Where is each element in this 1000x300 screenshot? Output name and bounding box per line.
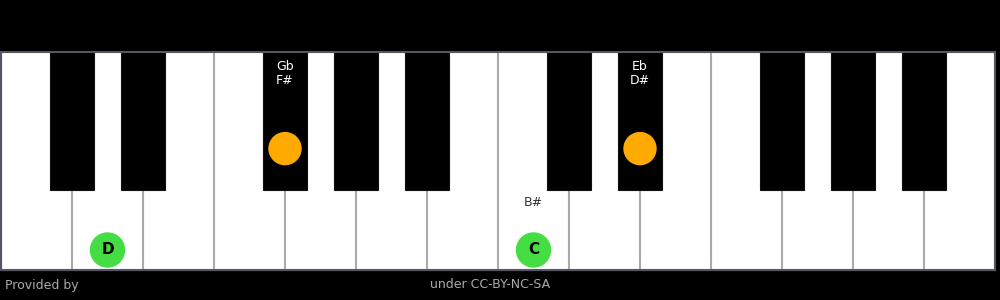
Bar xyxy=(1,52,995,270)
Text: D: D xyxy=(101,242,114,257)
Circle shape xyxy=(624,133,656,165)
Bar xyxy=(924,52,994,270)
Bar xyxy=(143,52,213,270)
Text: Gb: Gb xyxy=(276,59,294,73)
Bar xyxy=(0,0,1000,52)
Bar xyxy=(902,52,946,190)
Bar xyxy=(547,52,591,190)
Text: Eb: Eb xyxy=(632,59,648,73)
Bar xyxy=(285,52,355,270)
Circle shape xyxy=(269,133,301,165)
Text: C: C xyxy=(528,242,539,257)
Bar xyxy=(405,52,449,190)
Bar xyxy=(263,52,307,190)
Text: under CC-BY-NC-SA: under CC-BY-NC-SA xyxy=(430,278,550,292)
Bar xyxy=(214,52,284,270)
Bar xyxy=(334,52,378,190)
Bar xyxy=(427,52,497,270)
Bar xyxy=(0,270,1000,300)
Bar xyxy=(50,52,94,190)
Bar xyxy=(356,52,426,270)
Bar xyxy=(853,52,923,270)
Bar xyxy=(640,52,710,270)
Text: F#: F# xyxy=(276,74,294,86)
Circle shape xyxy=(90,233,124,267)
Text: D#: D# xyxy=(630,74,650,86)
Bar xyxy=(72,52,142,270)
Bar xyxy=(569,52,639,270)
Text: B#: B# xyxy=(524,196,543,208)
Bar xyxy=(618,52,662,190)
Bar xyxy=(121,52,165,190)
Bar xyxy=(1,52,71,270)
Bar xyxy=(831,52,875,190)
Bar xyxy=(711,52,781,270)
Bar xyxy=(498,52,568,270)
Circle shape xyxy=(516,233,550,267)
Bar xyxy=(760,52,804,190)
Text: Provided by: Provided by xyxy=(5,278,79,292)
Bar xyxy=(782,52,852,270)
